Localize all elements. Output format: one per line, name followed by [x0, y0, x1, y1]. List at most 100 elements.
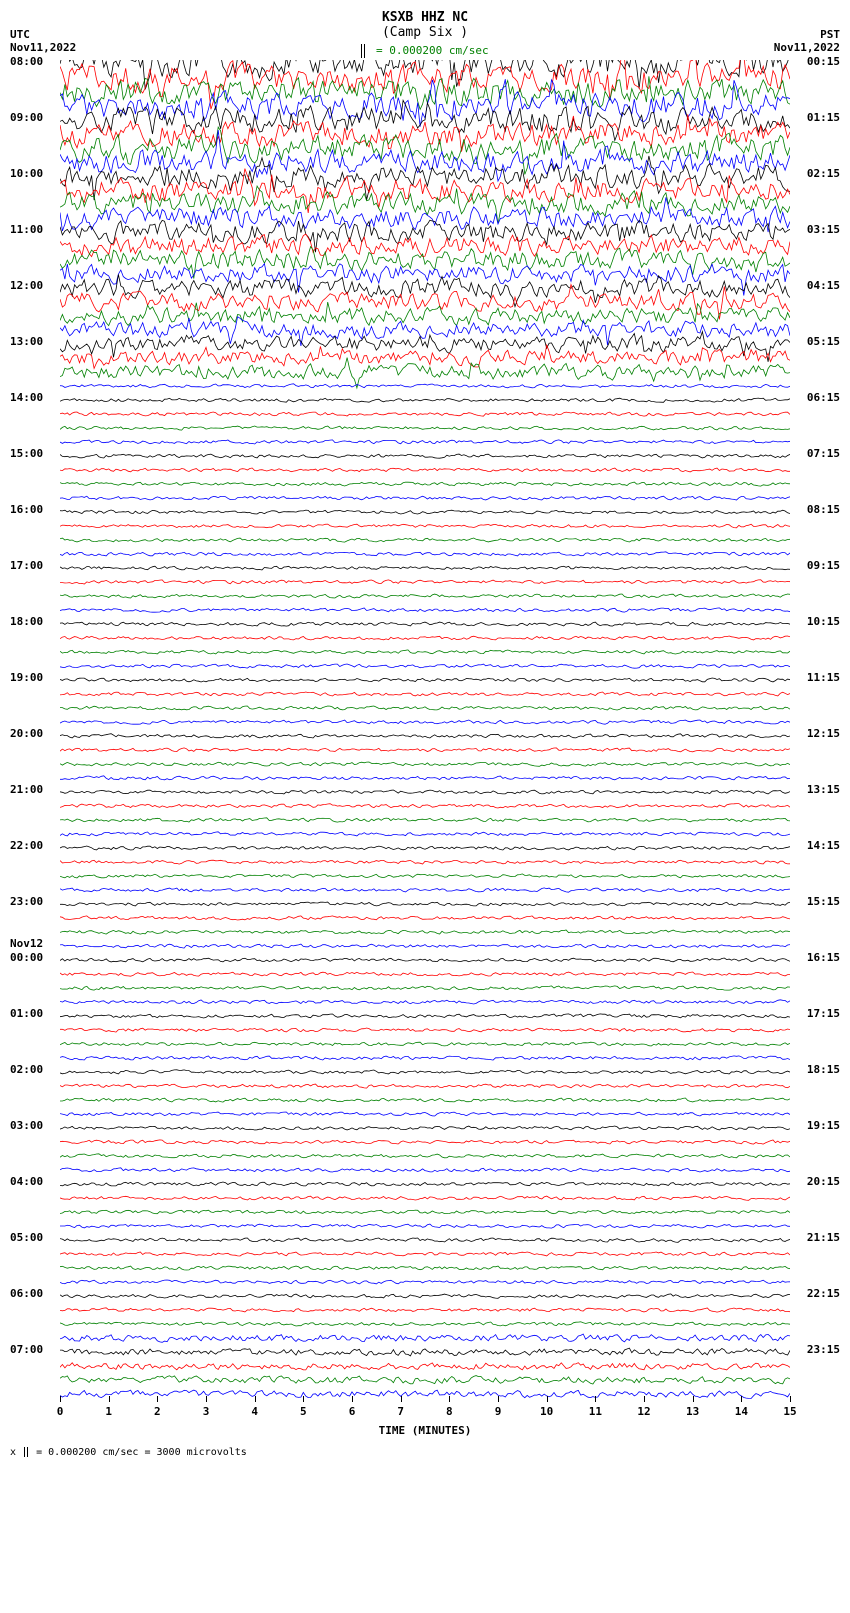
x-tick [693, 1396, 694, 1402]
x-tick-label: 6 [349, 1405, 356, 1418]
y-right-label: 07:15 [807, 447, 840, 460]
y-right-label: 12:15 [807, 727, 840, 740]
x-tick [790, 1396, 791, 1402]
x-tick [206, 1396, 207, 1402]
trace-line [60, 762, 790, 766]
trace-line [60, 440, 790, 444]
trace-line [60, 804, 790, 808]
y-right-label: 01:15 [807, 111, 840, 124]
tz-right-block: PST Nov11,2022 [774, 28, 840, 54]
trace-line [60, 650, 790, 654]
x-tick-label: 8 [446, 1405, 453, 1418]
trace-line [60, 832, 790, 836]
trace-line [60, 156, 790, 200]
trace-line [60, 986, 790, 990]
y-left-label: 02:00 [10, 1063, 43, 1076]
y-right-label: 22:15 [807, 1287, 840, 1300]
tz-left-date: Nov11,2022 [10, 41, 76, 54]
trace-line [60, 1238, 790, 1242]
x-tick [595, 1396, 596, 1402]
x-tick-label: 1 [105, 1405, 112, 1418]
y-left-label: 18:00 [10, 615, 43, 628]
y-left-label: 03:00 [10, 1119, 43, 1132]
y-left-label: 05:00 [10, 1231, 43, 1244]
y-left-label: 22:00 [10, 839, 43, 852]
y-left-label: 04:00 [10, 1175, 43, 1188]
y-right-label: 02:15 [807, 167, 840, 180]
trace-line [60, 169, 790, 213]
trace-line [60, 1154, 790, 1158]
y-right-label: 03:15 [807, 223, 840, 236]
y-left-label: 07:00 [10, 1343, 43, 1356]
y-left-label: 08:00 [10, 55, 43, 68]
tz-left-block: UTC Nov11,2022 [10, 28, 76, 54]
y-left-label: 09:00 [10, 111, 43, 124]
footer: x = 0.000200 cm/sec = 3000 microvolts [10, 1447, 840, 1458]
trace-line [60, 384, 790, 388]
trace-line [60, 358, 790, 388]
trace-line [60, 664, 790, 668]
footer-bar-icon [24, 1447, 28, 1457]
x-axis-title: TIME (MINUTES) [10, 1424, 840, 1437]
x-tick [498, 1396, 499, 1402]
trace-line [60, 1210, 790, 1214]
trace-line [60, 468, 790, 472]
x-tick [401, 1396, 402, 1402]
y-right-label: 04:15 [807, 279, 840, 292]
trace-line [60, 972, 790, 976]
trace-line [60, 748, 790, 752]
y-right-label: 18:15 [807, 1063, 840, 1076]
trace-line [60, 1028, 790, 1032]
y-right-label: 00:15 [807, 55, 840, 68]
trace-line [60, 874, 790, 878]
x-tick-label: 5 [300, 1405, 307, 1418]
footer-prefix: x [10, 1447, 16, 1458]
y-left-label: 21:00 [10, 783, 43, 796]
trace-line [60, 636, 790, 640]
seismogram-container: UTC Nov11,2022 PST Nov11,2022 KSXB HHZ N… [10, 10, 840, 1458]
trace-line [60, 1112, 790, 1116]
x-tick-label: 14 [735, 1405, 748, 1418]
y-left-label: 12:00 [10, 279, 43, 292]
trace-line [60, 916, 790, 920]
y-right-label: 17:15 [807, 1007, 840, 1020]
y-right-label: 10:15 [807, 615, 840, 628]
x-tick-label: 10 [540, 1405, 553, 1418]
plot-area: 08:0009:0010:0011:0012:0013:0014:0015:00… [10, 60, 840, 1420]
trace-line [60, 1280, 790, 1284]
trace-line [60, 1140, 790, 1144]
trace-line [60, 1322, 790, 1326]
x-tick-label: 4 [251, 1405, 258, 1418]
trace-line [60, 234, 790, 257]
trace-line [60, 398, 790, 402]
trace-line [60, 1196, 790, 1200]
trace-line [60, 1126, 790, 1130]
y-right-label: 14:15 [807, 839, 840, 852]
x-tick-label: 15 [783, 1405, 796, 1418]
y-right-label: 05:15 [807, 335, 840, 348]
y-right-label: 11:15 [807, 671, 840, 684]
trace-line [60, 1334, 790, 1342]
y-left-label: 06:00 [10, 1287, 43, 1300]
trace-line [60, 1000, 790, 1004]
date-divider-left: Nov12 [10, 937, 43, 950]
trace-line [60, 706, 790, 710]
y-left-label: 15:00 [10, 447, 43, 460]
trace-line [60, 1168, 790, 1172]
trace-line [60, 734, 790, 738]
trace-line [60, 944, 790, 948]
trace-line [60, 345, 790, 368]
y-right-label: 08:15 [807, 503, 840, 516]
x-tick [303, 1396, 304, 1402]
trace-line [60, 454, 790, 458]
scale-info: = 0.000200 cm/sec [10, 44, 840, 58]
y-left-label: 17:00 [10, 559, 43, 572]
x-tick-label: 11 [589, 1405, 602, 1418]
trace-line [60, 566, 790, 570]
y-right-label: 23:15 [807, 1343, 840, 1356]
trace-line [60, 60, 790, 89]
trace-line [60, 552, 790, 556]
x-tick [157, 1396, 158, 1402]
trace-line [60, 692, 790, 696]
y-left-label: 19:00 [10, 671, 43, 684]
